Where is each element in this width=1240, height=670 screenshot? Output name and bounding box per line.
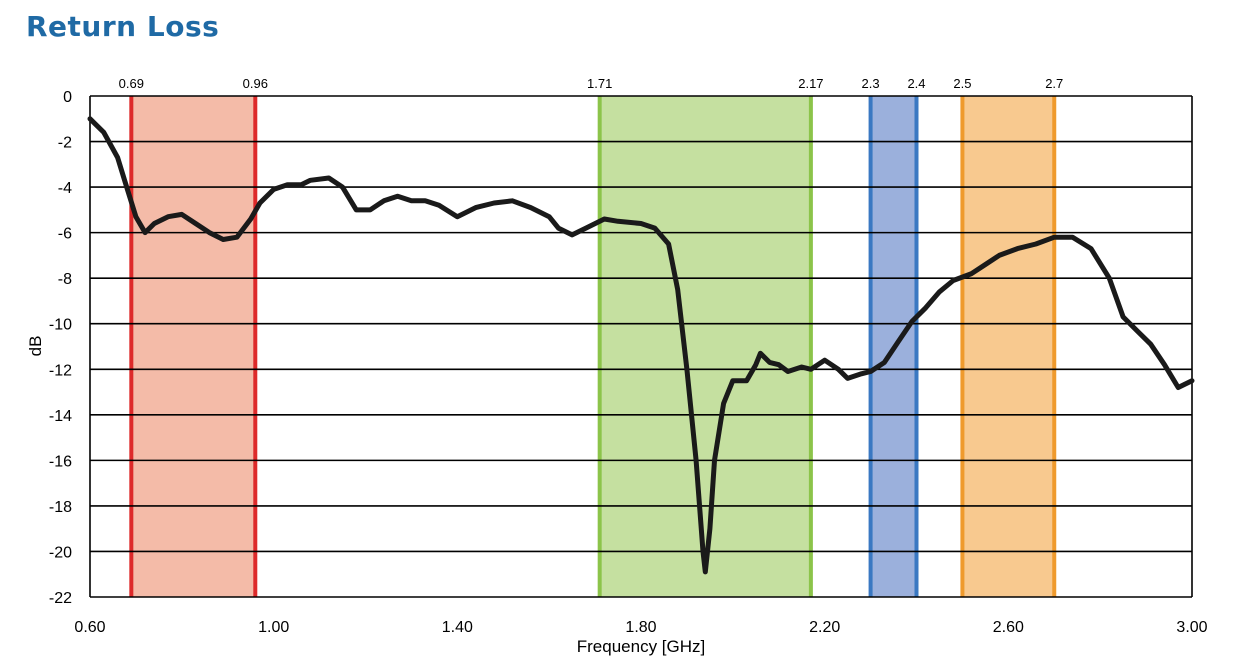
y-tick-label-1: -2 [58,135,72,152]
band-3-start-label: 2.5 [953,76,971,91]
y-tick-label-6: -12 [49,362,72,379]
series-line-0 [87,116,1195,575]
band-2-end-label: 2.4 [907,76,925,91]
x-axis-label: Frequency [GHz] [577,637,706,656]
y-tick-label-0: 0 [63,89,72,106]
y-axis-label: dB [26,336,45,357]
x-tick-label-6: 3.00 [1176,619,1207,636]
band-1-end-label: 2.17 [798,76,823,91]
band-3-end-label: 2.7 [1045,76,1063,91]
band-2-start-label: 2.3 [862,76,880,91]
series [87,116,1195,575]
y-tick-label-11: -22 [49,590,72,607]
x-tick-label-0: 0.60 [74,619,105,636]
x-tick-label-1: 1.00 [258,619,289,636]
band-0-fill [131,96,256,597]
x-tick-label-5: 2.60 [993,619,1024,636]
y-tick-label-10: -20 [49,544,72,561]
x-tick-label-4: 2.20 [809,619,840,636]
frequency-bands [129,96,1057,597]
x-tick-label-3: 1.80 [625,619,656,636]
band-0-end-label: 0.96 [243,76,268,91]
band-1-start-label: 1.71 [587,76,612,91]
band-0-start-label: 0.69 [119,76,144,91]
tick-labels: 0 -2 -4 -6 -8 -10 -12 -14 -16 -18 -20 -220.60 1.00 1.… [49,89,1208,636]
gridlines [89,95,1193,598]
y-tick-label-7: -14 [49,408,72,425]
x-tick-label-2: 1.40 [442,619,473,636]
y-tick-label-3: -6 [58,226,72,243]
band-1-fill [599,96,811,597]
band-labels: 0.69 0.96 1.71 2.17 2.3 2.4 2.5 2.7 [119,76,1064,91]
y-tick-label-2: -4 [58,180,72,197]
chart-title: Return Loss [26,10,220,43]
y-tick-label-4: -8 [58,271,72,288]
band-3-fill [962,96,1055,597]
y-tick-label-5: -10 [49,317,72,334]
y-tick-label-9: -18 [49,499,72,516]
y-tick-label-8: -16 [49,453,72,470]
